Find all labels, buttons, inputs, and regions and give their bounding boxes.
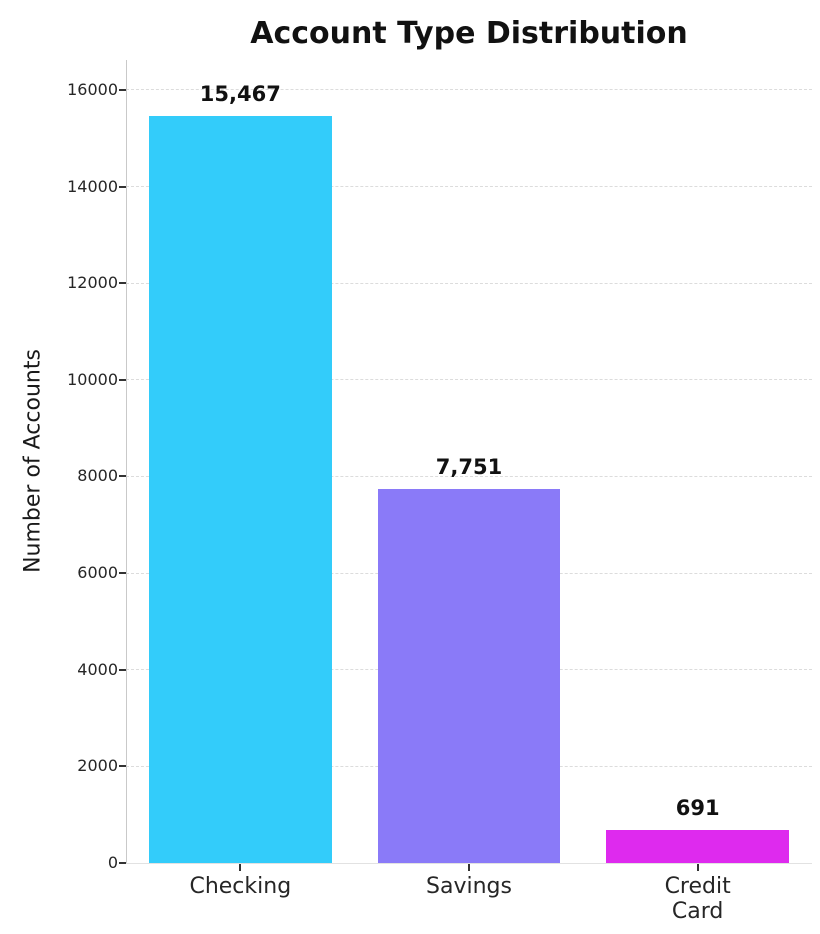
y-tick-mark (119, 88, 126, 91)
y-axis-label: Number of Accounts (20, 349, 46, 573)
y-tick-label: 10000 (67, 369, 118, 389)
y-gridline (126, 475, 812, 477)
y-gridline (126, 379, 812, 381)
x-tick-mark (239, 864, 242, 871)
bar-value-label: 15,467 (199, 81, 281, 106)
y-tick-mark (119, 572, 126, 575)
y-tick-label: 8000 (77, 466, 118, 486)
y-tick-label: 14000 (67, 176, 118, 196)
y-tick-label: 0 (107, 853, 118, 872)
y-tick-mark (119, 862, 126, 864)
x-tick-mark (468, 864, 470, 871)
y-tick-label: 2000 (77, 756, 118, 776)
y-tick-mark (119, 765, 126, 768)
y-gridline (126, 186, 812, 188)
y-tick-mark (119, 668, 126, 671)
x-tick-label: Checking (189, 874, 292, 899)
bar-savings (377, 488, 561, 863)
y-tick-mark (119, 282, 126, 285)
y-tick-label: 12000 (67, 273, 118, 293)
x-axis-spine (126, 863, 812, 864)
x-tick-mark (696, 864, 699, 871)
y-tick-mark (119, 378, 126, 381)
y-gridline (126, 89, 812, 91)
x-tick-label: Credit Card (664, 874, 731, 925)
bar-value-label: 691 (675, 795, 720, 820)
y-axis-spine (126, 60, 127, 863)
y-tick-label: 6000 (77, 563, 118, 583)
y-gridline (126, 282, 812, 284)
x-tick-label: Savings (426, 874, 512, 899)
y-tick-label: 16000 (67, 79, 118, 99)
y-tick-mark (119, 185, 126, 188)
bar-credit-card (606, 829, 790, 863)
y-tick-mark (119, 475, 126, 478)
chart-title: Account Type Distribution (250, 16, 688, 51)
y-tick-label: 4000 (77, 659, 118, 679)
bar-checking (148, 115, 332, 863)
bar-value-label: 7,751 (435, 454, 503, 479)
